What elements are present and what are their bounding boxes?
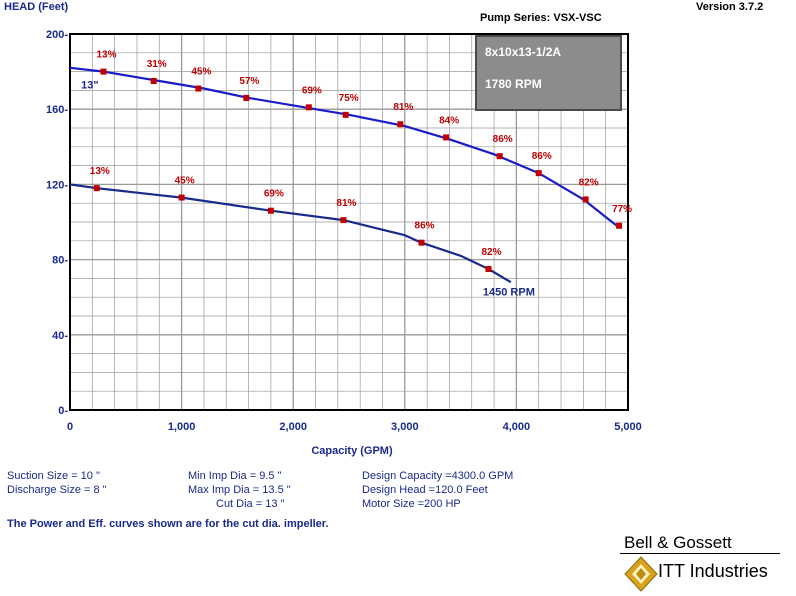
x-tick-label: 3,000	[391, 421, 419, 433]
pump-curve-chart: 0- 40- 80- 120- 160- 200- 0 1,000 2,000 3,000 4,0…	[46, 29, 642, 457]
series-label-1450rpm: 1450 RPM	[483, 286, 535, 298]
efficiency-point	[305, 104, 312, 111]
series-1450rpm: 13% 45% 69% 81% 86% 82%	[69, 166, 512, 284]
discharge-size: Discharge Size = 8 "	[7, 484, 107, 496]
efficiency-label: 86%	[493, 134, 513, 145]
efficiency-point	[443, 134, 450, 141]
efficiency-point	[418, 239, 425, 246]
efficiency-point	[582, 196, 589, 203]
efficiency-label: 81%	[393, 102, 413, 113]
efficiency-label: 57%	[239, 76, 259, 87]
efficiency-label: 81%	[336, 198, 356, 209]
efficiency-label: 45%	[191, 67, 211, 78]
y-tick-label: 0-	[58, 405, 68, 417]
series-label-13in: 13"	[81, 80, 98, 92]
efficiency-point	[195, 85, 202, 92]
efficiency-label: 84%	[439, 115, 459, 126]
info-box-background	[475, 35, 622, 111]
plot-frame	[69, 33, 629, 411]
efficiency-label: 31%	[147, 59, 167, 70]
x-tick-label: 4,000	[503, 421, 531, 433]
efficiency-point	[243, 94, 250, 101]
efficiency-label: 86%	[532, 151, 552, 162]
brand-divider	[620, 553, 780, 554]
min-imp-dia: Min Imp Dia = 9.5 "	[188, 470, 282, 482]
y-axis-title: HEAD (Feet)	[4, 1, 69, 13]
pump-series-label: Pump Series: VSX-VSC	[480, 12, 602, 24]
efficiency-point	[397, 121, 404, 128]
efficiency-label: 13%	[90, 166, 110, 177]
efficiency-point	[178, 194, 185, 201]
cut-dia: Cut Dia = 13 "	[216, 498, 285, 510]
efficiency-point	[616, 222, 623, 229]
efficiency-label: 13%	[96, 50, 116, 61]
efficiency-point	[267, 207, 274, 214]
curves: 13% 31% 45% 57% 69% 75% 81% 84% 86% 86% 82% 77% 13% 4…	[69, 50, 632, 298]
y-tick-label: 160-	[46, 104, 68, 116]
efficiency-point	[93, 185, 100, 192]
design-capacity: Design Capacity =4300.0 GPM	[362, 470, 514, 482]
info-box-model: 8x10x13-1/2A	[485, 45, 561, 59]
efficiency-point	[342, 111, 349, 118]
x-axis-ticks: 0 1,000 2,000 3,000 4,000 5,000	[67, 421, 642, 433]
y-tick-label: 120-	[46, 179, 68, 191]
efficiency-label: 75%	[339, 93, 359, 104]
efficiency-label: 77%	[612, 204, 632, 215]
efficiency-point	[496, 153, 503, 160]
x-tick-label: 1,000	[168, 421, 196, 433]
efficiency-point	[340, 217, 347, 224]
efficiency-label: 82%	[579, 177, 599, 188]
series-13in: 13% 31% 45% 57% 69% 75% 81% 84% 86% 86% 82% 77%	[69, 50, 632, 229]
y-tick-label: 40-	[52, 330, 68, 342]
x-tick-label: 5,000	[614, 421, 642, 433]
efficiency-label: 69%	[302, 85, 322, 96]
info-box: 8x10x13-1/2A 1780 RPM	[475, 35, 622, 111]
version-label: Version 3.7.2	[696, 1, 764, 13]
efficiency-point	[100, 68, 107, 75]
x-tick-label: 2,000	[279, 421, 307, 433]
efficiency-label: 86%	[415, 221, 435, 232]
efficiency-point	[150, 78, 157, 84]
efficiency-label: 45%	[175, 176, 195, 187]
x-tick-label: 0	[67, 421, 73, 433]
itt-logo-icon	[624, 556, 658, 592]
y-tick-label: 80-	[52, 255, 68, 267]
design-head: Design Head =120.0 Feet	[362, 484, 488, 496]
efficiency-point	[535, 170, 542, 177]
x-axis-title: Capacity (GPM)	[311, 445, 393, 457]
y-axis-ticks: 0- 40- 80- 120- 160- 200-	[46, 29, 68, 417]
efficiency-label: 82%	[481, 247, 501, 258]
y-tick-label: 200-	[46, 29, 68, 41]
series-line	[69, 183, 512, 284]
efficiency-point	[485, 266, 492, 272]
max-imp-dia: Max Imp Dia = 13.5 "	[188, 484, 291, 496]
curve-note: The Power and Eff. curves shown are for …	[7, 518, 329, 530]
brand-name: Bell & Gossett	[624, 533, 732, 552]
motor-size: Motor Size =200 HP	[362, 498, 461, 510]
brand-subtitle: ITT Industries	[658, 561, 768, 581]
suction-size: Suction Size = 10 "	[7, 470, 100, 482]
efficiency-label: 69%	[264, 189, 284, 200]
info-box-rpm: 1780 RPM	[485, 77, 542, 91]
